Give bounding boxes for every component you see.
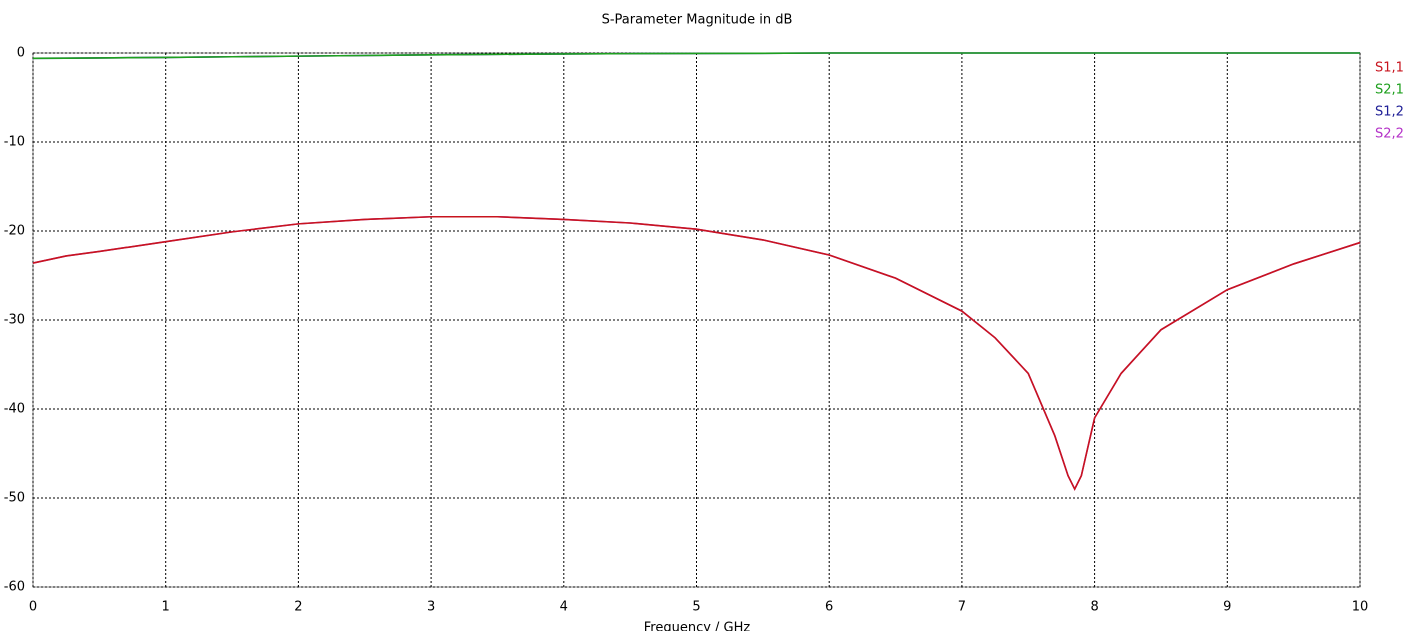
x-tick-label: 0 (29, 600, 37, 615)
x-axis-label: Frequency / GHz (644, 621, 751, 631)
y-tick-label: 0 (17, 46, 25, 61)
y-tick-label: -20 (4, 224, 25, 239)
chart-title: S-Parameter Magnitude in dB (602, 13, 793, 28)
y-tick-label: -40 (4, 402, 25, 417)
x-tick-label: 6 (825, 600, 833, 615)
x-tick-label: 9 (1223, 600, 1231, 615)
x-tick-label: 7 (958, 600, 966, 615)
x-tick-label: 8 (1090, 600, 1098, 615)
x-tick-label: 1 (162, 600, 170, 615)
series-line (32, 215, 1361, 491)
y-tick-label: -10 (4, 135, 25, 150)
y-tick-label: -50 (4, 491, 25, 506)
series-line (32, 52, 1360, 60)
legend-entry: S1,1 (1375, 61, 1404, 76)
x-tick-label: 2 (294, 600, 302, 615)
x-tick-label: 4 (560, 600, 568, 615)
legend-entry: S2,2 (1375, 127, 1404, 142)
x-tick-label: 3 (427, 600, 435, 615)
legend-entry: S2,1 (1375, 83, 1404, 98)
x-tick-label: 10 (1352, 600, 1369, 615)
y-tick-label: -60 (4, 580, 25, 595)
y-tick-label: -30 (4, 313, 25, 328)
legend-entry: S1,2 (1375, 105, 1404, 120)
x-tick-label: 5 (692, 600, 700, 615)
